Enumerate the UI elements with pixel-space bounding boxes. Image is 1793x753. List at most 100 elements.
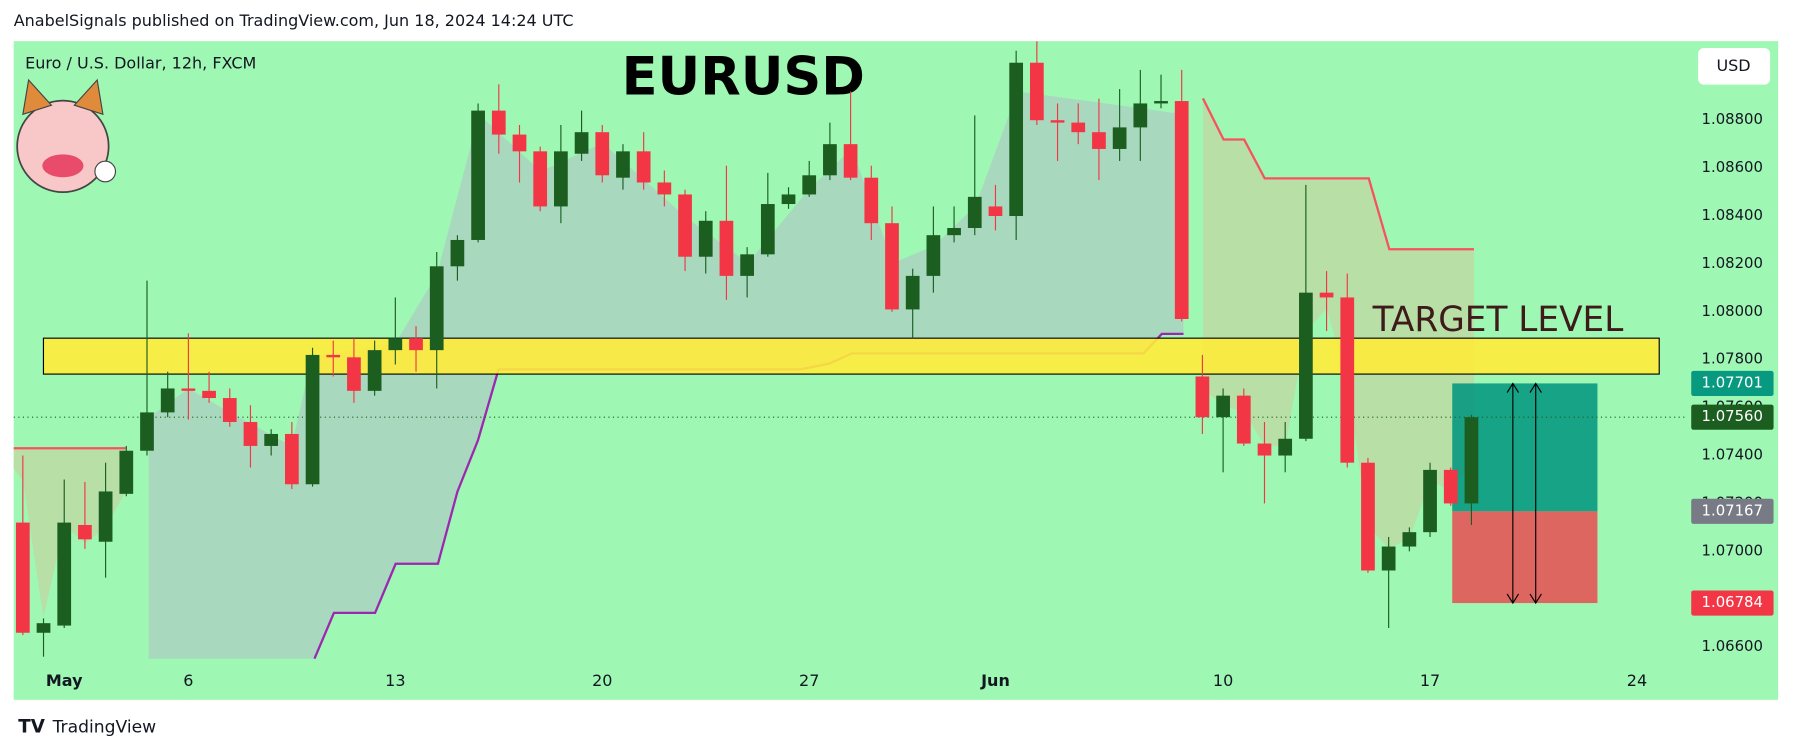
candle-body <box>657 182 672 195</box>
candle-body <box>1319 292 1334 298</box>
candle-body <box>1154 101 1168 104</box>
candle-body <box>1257 443 1272 456</box>
arrow-head <box>1506 382 1520 393</box>
candle-body <box>1050 120 1065 123</box>
candle-body <box>698 220 713 257</box>
candle-body <box>1278 438 1293 456</box>
arrow-head <box>1529 593 1542 605</box>
candle-body <box>885 223 899 310</box>
currency-button[interactable] <box>1698 48 1771 85</box>
candle-body <box>1361 462 1375 571</box>
candle-body <box>15 522 30 633</box>
candle-body <box>409 338 423 351</box>
candle-body <box>678 194 692 257</box>
candle-body <box>98 491 113 542</box>
candle-body <box>1071 122 1086 133</box>
candle-body <box>140 412 154 451</box>
candle-body <box>222 398 237 422</box>
shade <box>148 91 1184 659</box>
candle-body <box>740 254 754 276</box>
target-zone <box>42 337 1660 375</box>
candle-body <box>988 206 1003 217</box>
candle-body <box>1299 292 1313 439</box>
y-tick-label: 1.08800 <box>1702 110 1763 128</box>
candle-body <box>160 388 175 413</box>
price-tag <box>1691 370 1774 397</box>
candle-body <box>243 421 258 446</box>
price-tag <box>1691 498 1774 524</box>
candle-body <box>36 623 51 633</box>
currency[interactable]: USD <box>1716 56 1750 75</box>
price-tag <box>1691 404 1774 430</box>
y-tick-label: 1.08200 <box>1702 254 1763 272</box>
candle-body <box>760 204 775 255</box>
candle-body <box>905 275 920 310</box>
symbol: Euro / U.S. Dollar, 12h, FXCM <box>25 54 256 73</box>
candle-body <box>1174 101 1189 320</box>
loss-zone <box>1452 511 1598 604</box>
shade <box>13 448 126 618</box>
candle-body <box>1133 103 1148 128</box>
mascot <box>16 78 117 193</box>
indicators <box>13 91 1474 660</box>
candle-body <box>450 239 465 267</box>
shade <box>1202 98 1474 549</box>
stop-line <box>1201 97 1474 251</box>
candle-body <box>616 151 630 178</box>
candle-body <box>305 354 320 485</box>
candle-body <box>719 220 734 276</box>
candle-body <box>1092 132 1106 149</box>
mascot-ear <box>22 78 53 116</box>
candle-body <box>823 144 837 176</box>
y-tick-label: 1.07400 <box>1702 446 1763 464</box>
candle-body <box>926 235 941 276</box>
x-tick-label: 13 <box>385 671 405 690</box>
candle-body <box>512 134 527 152</box>
arrow-head <box>1529 382 1542 393</box>
candle-body <box>554 151 568 207</box>
candle-body <box>595 132 610 176</box>
candle-body <box>1402 532 1417 547</box>
candle-body <box>1029 62 1044 121</box>
candle-body <box>781 194 796 205</box>
candle-body <box>1423 469 1437 533</box>
candle-body <box>388 338 403 351</box>
mascot-hand <box>94 160 117 183</box>
candle-body <box>57 522 72 626</box>
candle-body <box>471 110 485 240</box>
candle-body <box>264 433 279 446</box>
candle-body <box>1195 376 1210 418</box>
candle-body <box>947 227 961 236</box>
candle-body <box>1464 417 1479 504</box>
x-tick-label: 6 <box>183 671 193 690</box>
candle-body <box>367 350 382 391</box>
candle-body <box>347 357 361 391</box>
candle-body <box>1443 469 1458 504</box>
candle-body <box>78 524 92 540</box>
candle-body <box>202 390 216 399</box>
price-tag-label: 1.06784 <box>1702 593 1763 611</box>
candle-body <box>967 196 982 228</box>
price-tag-label: 1.07560 <box>1702 407 1763 425</box>
x-tick-label: 24 <box>1627 671 1647 690</box>
candle-body <box>802 175 817 195</box>
candle-body <box>326 354 341 358</box>
mascot-mouth <box>42 154 84 178</box>
y-tick-label: 1.08000 <box>1702 302 1763 320</box>
logo: TV <box>18 716 45 737</box>
candle-body <box>533 151 548 207</box>
candle-body <box>181 388 196 391</box>
y-tick-label: 1.08400 <box>1702 206 1763 224</box>
header: AnabelSignals published on TradingView.c… <box>14 11 574 30</box>
candle-body <box>1340 297 1355 463</box>
candle-body <box>1112 127 1127 149</box>
candle-body <box>636 151 651 183</box>
candle-body <box>574 132 589 154</box>
x-tick-label: Jun <box>980 671 1010 690</box>
x-tick-label: 17 <box>1420 671 1440 690</box>
x-tick-label: 10 <box>1213 671 1233 690</box>
y-tick-label: 1.06600 <box>1702 637 1763 655</box>
candle-body <box>491 110 506 135</box>
mascot-face <box>16 99 110 193</box>
